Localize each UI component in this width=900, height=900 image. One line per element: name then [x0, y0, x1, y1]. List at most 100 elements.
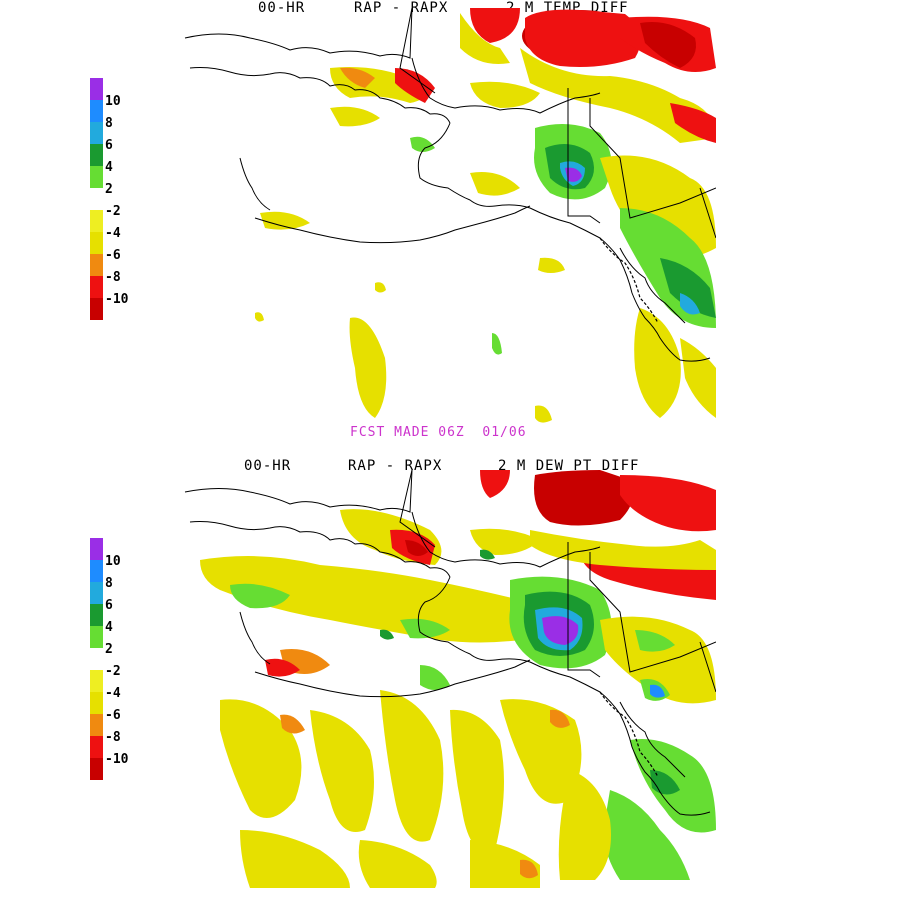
legend-swatch-8 — [90, 100, 103, 122]
legend-label: -10 — [105, 752, 129, 767]
field-blob — [470, 528, 540, 555]
country-border — [699, 187, 716, 239]
legend-label: -4 — [105, 686, 121, 701]
country-border — [589, 98, 716, 219]
legend-swatch-2 — [90, 166, 103, 188]
field-blob — [520, 48, 716, 143]
bottom-legend: 10 8 6 4 2 -2 -4 -6 -8 -10 — [90, 538, 150, 784]
field-blob — [265, 658, 300, 677]
legend-label: 10 — [105, 554, 121, 569]
legend-label: -10 — [105, 292, 129, 307]
field-blob — [620, 475, 716, 532]
field-blob — [230, 583, 290, 609]
legend-swatch-4 — [90, 144, 103, 166]
legend-label: 2 — [105, 182, 113, 197]
bottom-panel-hour: 00-HR — [244, 458, 292, 474]
field-blob — [492, 333, 502, 355]
field-blob — [220, 699, 302, 818]
legend-swatch-m2 — [90, 670, 103, 692]
field-blob — [470, 172, 520, 196]
legend-label: 8 — [105, 116, 113, 131]
coastline — [619, 701, 686, 778]
field-blob — [410, 136, 435, 152]
coastline — [254, 205, 531, 244]
bottom-panel-models: RAP - RAPX — [348, 458, 443, 474]
legend-swatch-0 — [90, 648, 103, 670]
coastline — [239, 157, 271, 211]
top-panel-hour: 00-HR — [258, 0, 306, 16]
field-blob — [240, 830, 350, 888]
field-blob — [255, 312, 264, 322]
field-blob — [538, 257, 565, 273]
field-blob — [330, 106, 380, 127]
field-blob — [600, 616, 716, 704]
legend-label: -2 — [105, 664, 121, 679]
legend-swatch-m4 — [90, 232, 103, 254]
legend-label: -6 — [105, 708, 121, 723]
field-blob — [470, 81, 540, 108]
coastline — [417, 122, 711, 362]
field-blob — [310, 710, 374, 832]
field-blob — [680, 293, 700, 315]
legend-swatch-6 — [90, 122, 103, 144]
field-blob — [380, 690, 444, 842]
legend-swatch-m8 — [90, 276, 103, 298]
coastline — [189, 67, 451, 124]
coastline — [599, 237, 659, 324]
field-blob — [660, 258, 716, 318]
field-blob — [340, 67, 375, 88]
legend-swatch-m6 — [90, 714, 103, 736]
field-blob — [640, 22, 696, 68]
coastline — [184, 8, 413, 59]
country-border — [567, 542, 601, 678]
field-blob — [470, 8, 520, 43]
field-blob — [520, 859, 538, 879]
country-border — [399, 470, 436, 548]
coastline — [254, 659, 531, 698]
legend-swatch-4 — [90, 604, 103, 626]
field-blob — [460, 13, 510, 64]
field-blob — [395, 68, 435, 103]
field-blob — [565, 167, 582, 182]
legend-label: -2 — [105, 204, 121, 219]
legend-label: 6 — [105, 598, 113, 613]
legend-swatch-8 — [90, 560, 103, 582]
coastline — [599, 691, 659, 778]
legend-swatch-0 — [90, 188, 103, 210]
legend-label: -6 — [105, 248, 121, 263]
field-blob — [480, 470, 510, 498]
bottom-panel-title: 00-HR RAP - RAPX 2 M DEW PT DIFF — [244, 458, 704, 474]
legend-swatch-m8 — [90, 736, 103, 758]
field-blob — [670, 103, 716, 143]
coastline — [417, 576, 711, 816]
legend-label: 10 — [105, 94, 121, 109]
country-border — [699, 641, 716, 693]
field-blob — [480, 549, 495, 560]
legend-label: 2 — [105, 642, 113, 657]
field-blob — [650, 684, 665, 698]
field-blob — [525, 9, 641, 67]
field-blob — [450, 709, 504, 852]
legend-swatch-2 — [90, 626, 103, 648]
field-blob — [349, 317, 387, 418]
legend-label: 4 — [105, 620, 113, 635]
field-blob — [530, 530, 716, 570]
coastline — [411, 511, 601, 568]
top-panel-models: RAP - RAPX — [354, 0, 449, 16]
legend-label: -4 — [105, 226, 121, 241]
legend-swatch-m10 — [90, 298, 103, 320]
field-blob — [534, 470, 634, 526]
coastline — [239, 611, 271, 665]
bottom-difference-map — [184, 470, 716, 888]
forecast-made-label: FCST MADE 06Z 01/06 — [350, 425, 527, 440]
field-blob — [600, 155, 716, 258]
coastline — [184, 470, 413, 513]
legend-label: 6 — [105, 138, 113, 153]
coastline — [619, 247, 686, 324]
field-blob — [535, 405, 552, 423]
field-blob — [635, 630, 675, 652]
field-blob — [634, 308, 681, 418]
field-blob — [200, 556, 530, 643]
legend-label: -8 — [105, 730, 121, 745]
top-difference-map — [184, 8, 716, 423]
